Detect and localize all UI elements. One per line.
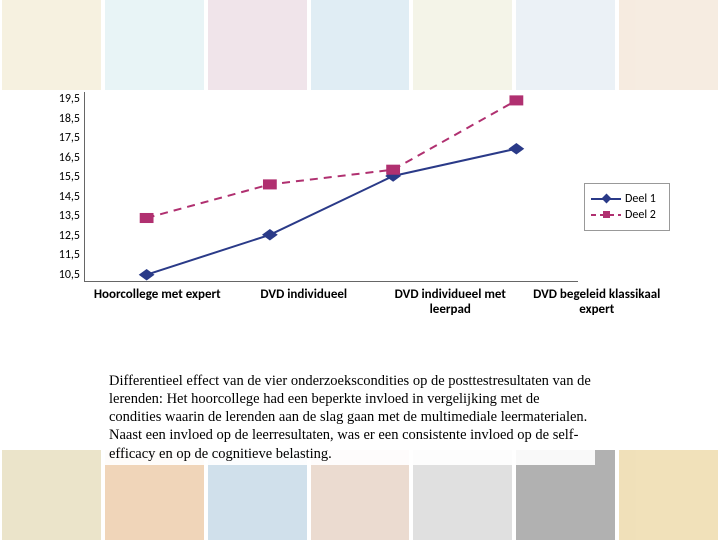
bg-block <box>2 450 101 540</box>
bg-block <box>516 0 615 90</box>
chart-svg <box>85 92 578 281</box>
bg-block <box>105 0 204 90</box>
y-tick-label: 12,5 <box>59 229 80 243</box>
x-tick-label: DVD individueel met leerpad <box>377 284 524 318</box>
series-marker <box>263 179 277 189</box>
y-tick-label: 14,5 <box>59 190 80 204</box>
x-tick-label: DVD individueel <box>231 284 378 318</box>
series-marker <box>140 213 154 223</box>
y-tick-label: 17,5 <box>59 131 80 145</box>
y-tick-label: 11,5 <box>59 248 80 262</box>
y-tick-label: 15,5 <box>59 170 80 184</box>
background-top-strip <box>0 0 720 90</box>
legend: Deel 1 Deel 2 <box>584 183 670 231</box>
series-marker <box>509 95 523 105</box>
line-chart: 19,5 18,5 17,5 16,5 15,5 14,5 13,5 12,5 11,5 10,5… <box>50 92 670 322</box>
caption-text: Differentieel effect van de vier onderzo… <box>105 370 595 465</box>
plot-area <box>84 92 578 282</box>
legend-item: Deel 2 <box>591 208 663 222</box>
y-tick-label: 13,5 <box>59 209 80 223</box>
y-axis: 19,5 18,5 17,5 16,5 15,5 14,5 13,5 12,5 11,5 10,5 <box>50 92 84 282</box>
y-tick-label: 10,5 <box>59 268 80 282</box>
series-marker <box>262 229 278 240</box>
series-line <box>147 100 517 218</box>
legend-label: Deel 1 <box>625 192 656 206</box>
series-line <box>147 149 517 275</box>
x-tick-label: Hoorcollege met expert <box>84 284 231 318</box>
series-marker <box>139 269 155 280</box>
x-axis: Hoorcollege met expertDVD individueelDVD… <box>84 284 670 318</box>
bg-block <box>2 0 101 90</box>
legend-swatch <box>591 194 621 204</box>
bg-block <box>619 0 718 90</box>
x-tick-label: DVD begeleid klassikaal expert <box>524 284 671 318</box>
legend-swatch <box>591 210 621 220</box>
legend-label: Deel 2 <box>625 208 656 222</box>
series-marker <box>508 143 524 154</box>
bg-block <box>413 0 512 90</box>
bg-block <box>311 0 410 90</box>
y-tick-label: 16,5 <box>59 151 80 165</box>
series-marker <box>386 165 400 175</box>
y-tick-label: 18,5 <box>59 112 80 126</box>
legend-item: Deel 1 <box>591 192 663 206</box>
y-tick-label: 19,5 <box>59 92 80 106</box>
bg-block <box>208 0 307 90</box>
bg-block <box>619 450 718 540</box>
